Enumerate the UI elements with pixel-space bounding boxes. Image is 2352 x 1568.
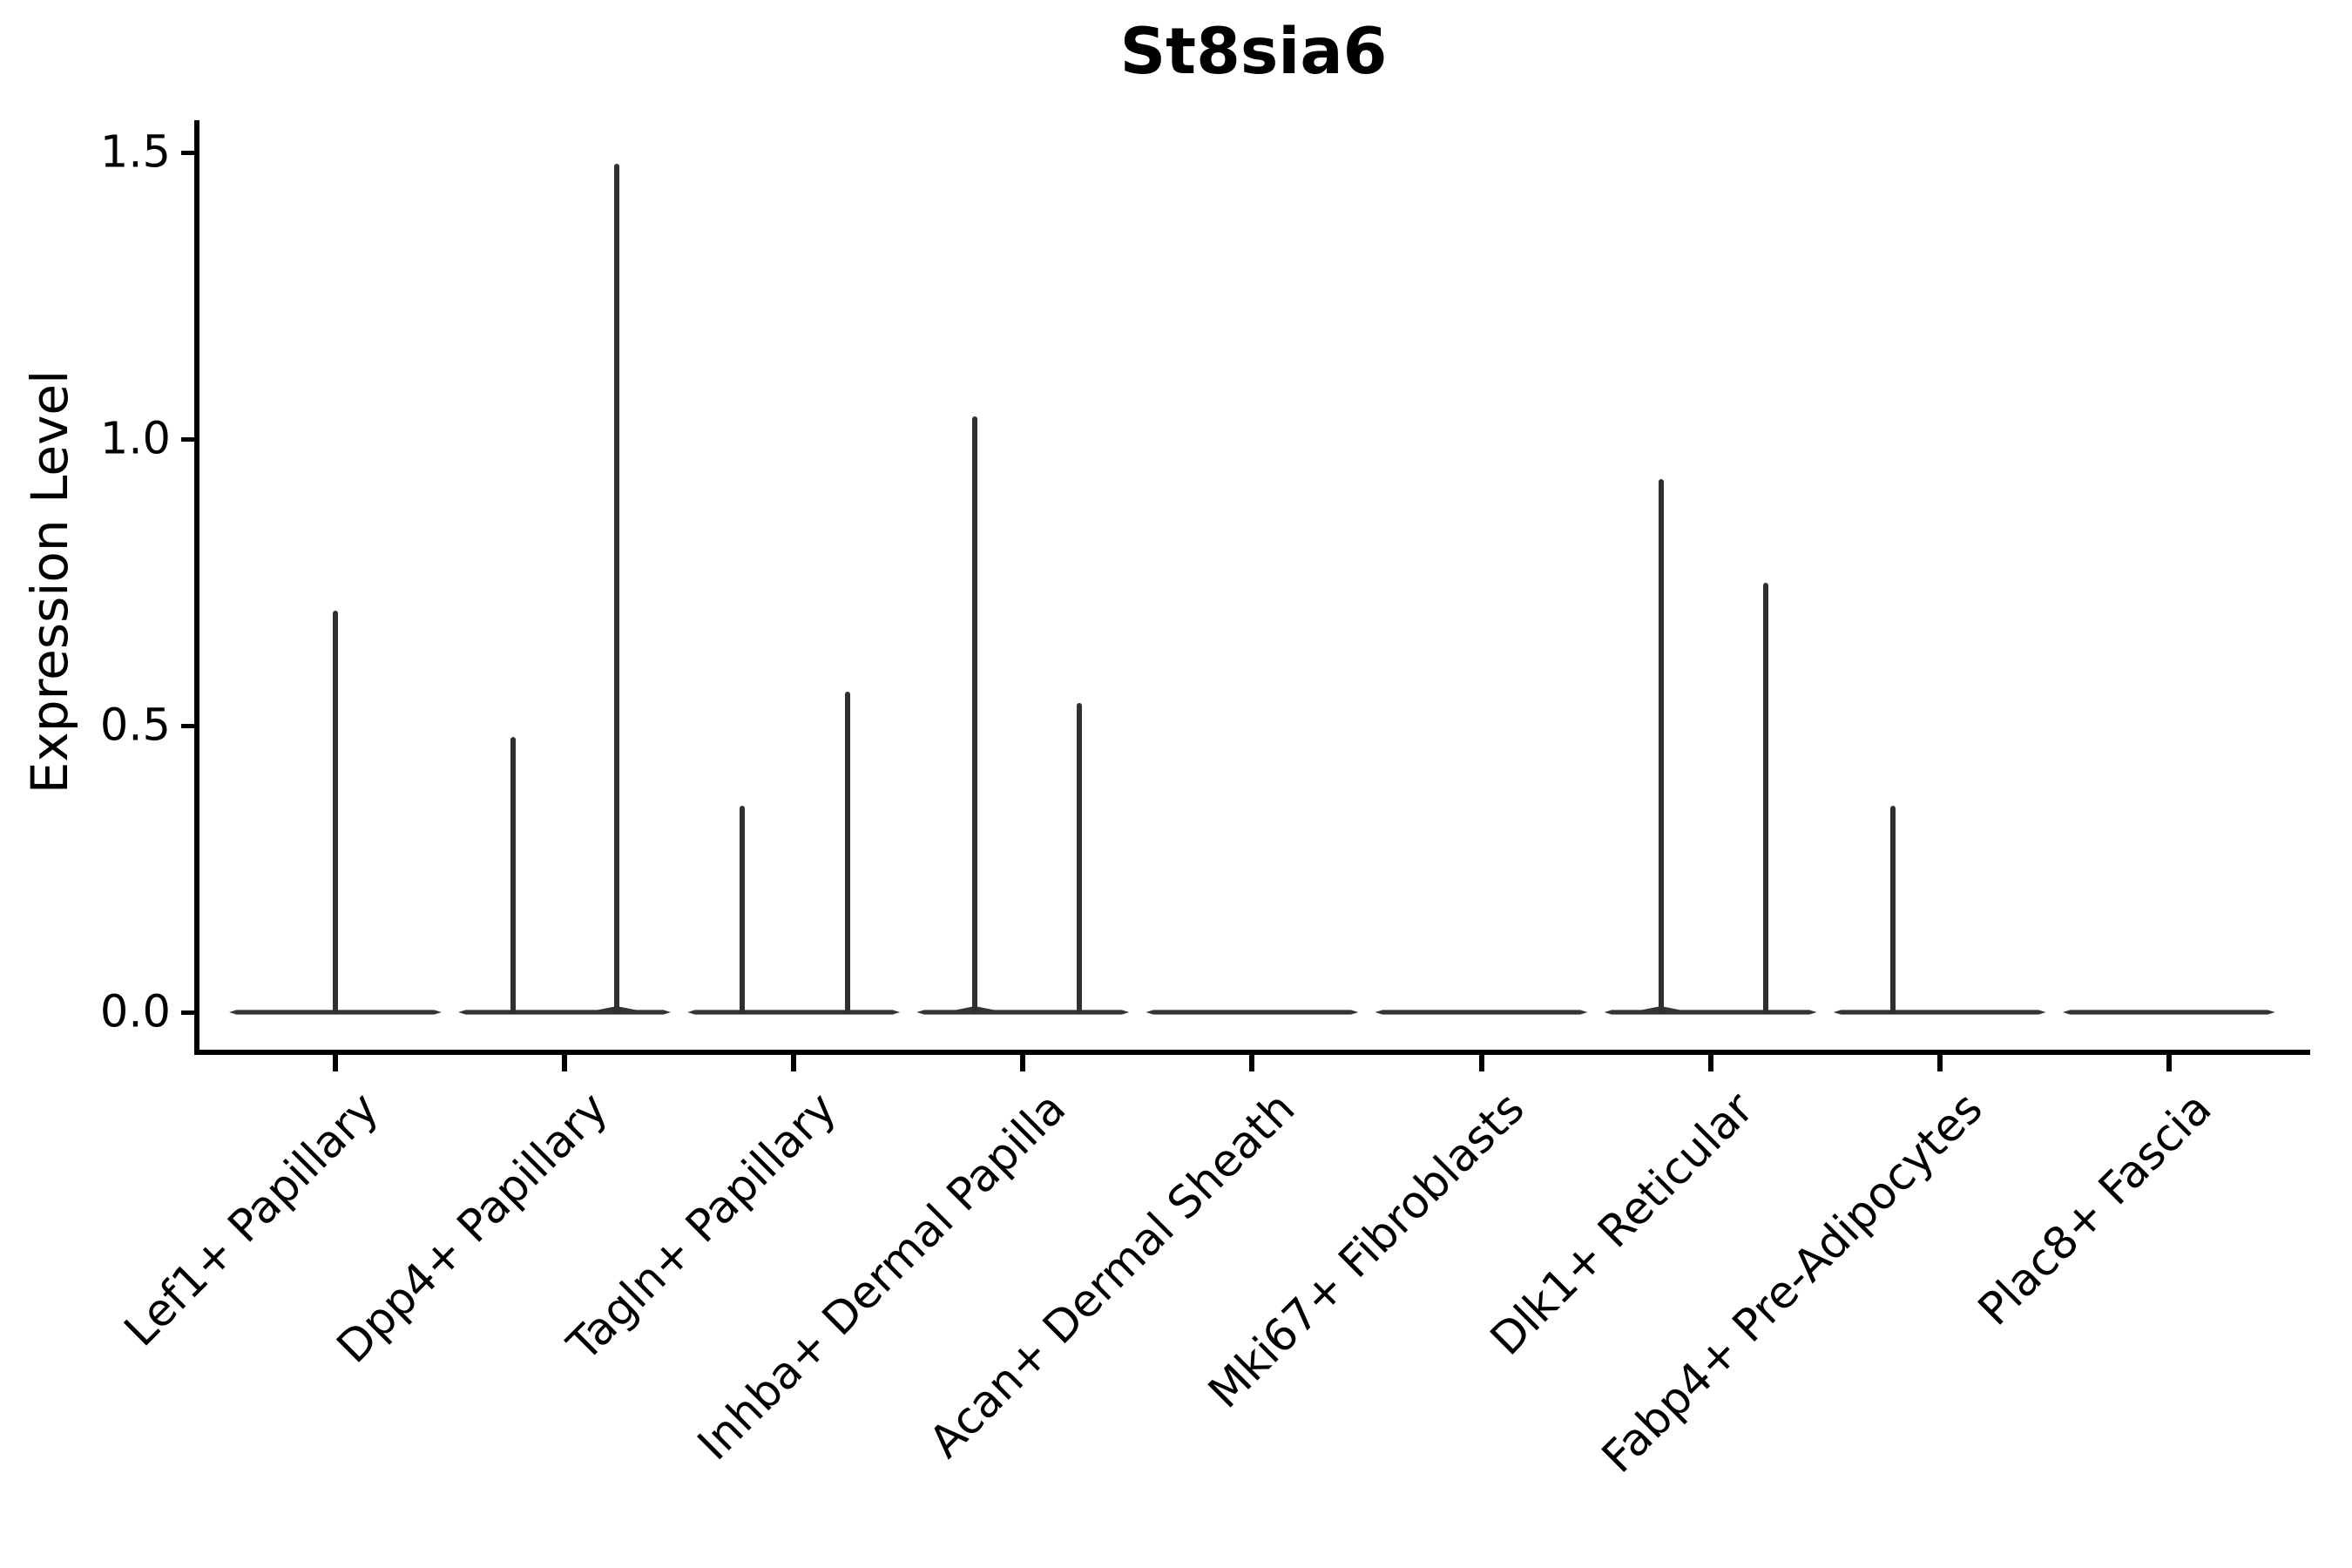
y-tick-label: 0.5 (99, 700, 171, 752)
violin-spike (1889, 806, 1896, 1014)
violin-base (1604, 1010, 1817, 1015)
x-tick-mark (1020, 1052, 1026, 1071)
x-tick-mark (2166, 1052, 2172, 1071)
x-tick-label: Inhba+ Dermal Papilla (688, 1083, 1077, 1471)
violin-base (916, 1010, 1130, 1015)
y-axis-spine (194, 120, 199, 1055)
x-tick-mark (1249, 1052, 1255, 1071)
x-tick-mark (1478, 1052, 1484, 1071)
violin-spike (972, 416, 978, 1014)
violin-spike (510, 737, 517, 1014)
y-axis-label: Expression Level (20, 369, 79, 794)
x-tick-label: Lef1+ Papillary (114, 1083, 389, 1357)
x-tick-mark (562, 1052, 568, 1071)
violin-spike (614, 164, 620, 1014)
y-tick-mark (181, 1010, 195, 1015)
violin-spike (1762, 582, 1768, 1014)
y-tick-mark (181, 150, 195, 155)
y-tick-mark (181, 723, 195, 728)
violin-base (687, 1010, 901, 1015)
x-tick-mark (1707, 1052, 1713, 1071)
violin-base (1146, 1010, 1359, 1015)
y-tick-label: 1.0 (99, 413, 171, 465)
x-tick-mark (333, 1052, 338, 1071)
violin-spike (1077, 702, 1083, 1014)
violin-base (1375, 1010, 1588, 1015)
violin-spike (333, 611, 338, 1014)
y-tick-label: 0.0 (99, 986, 171, 1038)
x-tick-mark (791, 1052, 797, 1071)
violin-spike (1658, 479, 1664, 1014)
violin-base (458, 1010, 672, 1015)
violin-spike (740, 806, 746, 1014)
violin-base (2062, 1010, 2275, 1015)
x-tick-mark (1936, 1052, 1943, 1071)
violin-spike (845, 691, 851, 1014)
x-tick-label: Fabp4+ Pre-Adipocytes (1592, 1083, 1993, 1484)
y-tick-mark (181, 436, 195, 442)
y-tick-label: 1.5 (99, 126, 171, 179)
x-tick-label: Plac8+ Fascia (1969, 1083, 2222, 1336)
chart-title: St8sia6 (1119, 15, 1388, 89)
violin-base (1833, 1010, 2046, 1015)
